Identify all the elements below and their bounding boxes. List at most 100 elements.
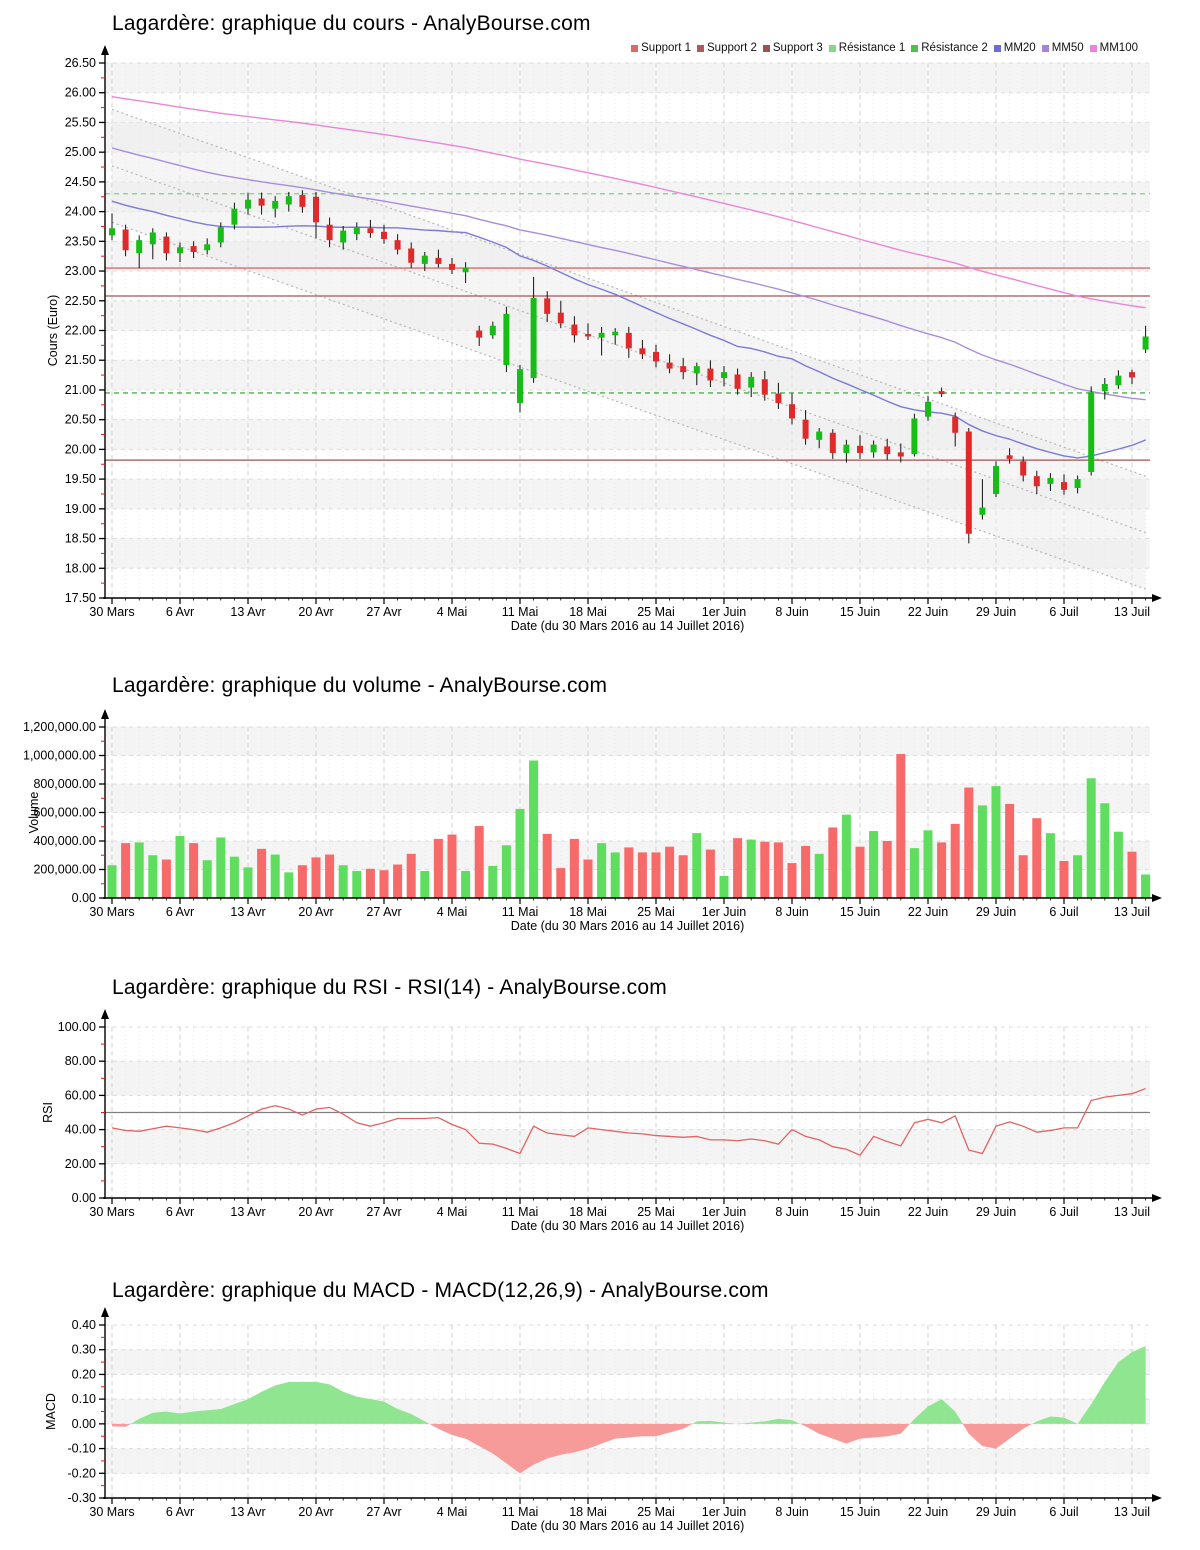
x-tick-label: 13 Juil: [1114, 905, 1150, 919]
x-tick-label: 6 Juil: [1049, 905, 1078, 919]
candle-down: [1020, 461, 1027, 476]
y-tick-label: 20.50: [65, 413, 96, 427]
volume-bar-down: [828, 827, 838, 898]
volume-bar-down: [678, 855, 688, 898]
mm100-line: [111, 95, 1146, 309]
volume-bar-down: [379, 870, 389, 898]
candle-up: [530, 297, 537, 379]
x-tick-label: 6 Avr: [166, 1205, 194, 1219]
volume-chart-canvas: 0.00 200,000.00 400,000.00 600,000.00 800,00…: [23, 709, 1162, 933]
candle-down: [829, 432, 836, 453]
candle-up: [843, 444, 850, 453]
price-chart-title: Lagardère: graphique du cours - AnalyBou…: [112, 12, 591, 35]
volume-bar-down: [637, 852, 647, 898]
candle-up: [489, 325, 496, 336]
x-tick-label: 18 Mai: [569, 1505, 607, 1519]
volume-bar-down: [855, 846, 865, 898]
candle-up: [272, 200, 279, 209]
candle-up: [421, 255, 428, 264]
volume-bar-up: [229, 856, 239, 898]
x-tick-label: 30 Mars: [89, 1205, 134, 1219]
y-tick-label: 60.00: [65, 1088, 96, 1102]
y-axis-title: Cours (Euro): [46, 295, 60, 367]
legend-swatch: [762, 44, 770, 52]
candle-down: [476, 330, 483, 338]
volume-bar-down: [760, 841, 770, 898]
candle-down: [680, 366, 687, 373]
y-tick-label: 0.10: [72, 1392, 96, 1406]
x-tick-label: 13 Avr: [230, 1505, 265, 1519]
candle-up: [462, 267, 469, 273]
mm20-line: [111, 200, 1146, 459]
y-axis-arrow: [101, 1307, 109, 1317]
x-tick-label: 8 Juin: [775, 605, 808, 619]
volume-bar-up: [420, 870, 430, 898]
volume-bar-down: [311, 857, 321, 898]
legend-swatch: [993, 44, 1001, 52]
x-tick-label: 4 Mai: [437, 1205, 468, 1219]
y-tick-label: 22.00: [65, 324, 96, 338]
volume-bar-up: [352, 870, 362, 898]
daily-gridlines: [111, 1027, 1147, 1198]
x-tick-label: 27 Avr: [366, 1205, 401, 1219]
volume-bar-down: [665, 846, 675, 898]
x-tick-label: 29 Juin: [976, 1505, 1016, 1519]
x-tick-label: 13 Juil: [1114, 1505, 1150, 1519]
rsi-chart-title: Lagardère: graphique du RSI - RSI(14) - …: [112, 976, 667, 999]
x-tick-label: 22 Juin: [908, 1505, 948, 1519]
x-tick-label: 13 Avr: [230, 905, 265, 919]
volume-bar-down: [733, 838, 743, 898]
x-tick-label: 25 Mai: [637, 905, 675, 919]
x-tick-label: 25 Mai: [637, 1505, 675, 1519]
x-tick-label: 25 Mai: [637, 605, 675, 619]
x-tick-label: 18 Mai: [569, 1205, 607, 1219]
volume-bar-down: [433, 838, 443, 898]
candle-up: [353, 227, 360, 235]
x-tick-label: 13 Avr: [230, 605, 265, 619]
macd-chart-canvas: -0.30 -0.20 -0.10 0.00 0.10 0.20 0.30 0.40 30 Ma…: [44, 1307, 1162, 1533]
y-axis-title: MACD: [44, 1393, 58, 1430]
volume-bar-down: [189, 843, 199, 898]
volume-bar-down: [882, 841, 892, 898]
volume-bar-up: [991, 786, 1001, 898]
axes: 0.00 20.00 40.00 60.00 80.00 100.00 30 Mars 6 A…: [41, 1009, 1162, 1233]
y-tick-label: 80.00: [65, 1054, 96, 1068]
x-tick-label: 15 Juin: [840, 605, 880, 619]
legend-label: Support 1: [641, 42, 692, 54]
x-axis-arrow: [1152, 894, 1162, 902]
moving-averages: [111, 95, 1146, 459]
candle-up: [245, 199, 251, 209]
candle-up: [285, 196, 292, 205]
x-tick-label: 6 Juil: [1049, 605, 1078, 619]
y-tick-label: 0.20: [72, 1367, 96, 1381]
y-tick-label: 19.00: [65, 502, 96, 516]
volume-bar-up: [719, 875, 729, 898]
volume-bar-up: [529, 760, 539, 898]
legend-swatch: [1089, 44, 1097, 52]
candle-down: [884, 446, 891, 455]
y-axis-title: Volume: [27, 792, 41, 834]
volume-bar-down: [896, 754, 906, 898]
volume-bar-down: [773, 842, 783, 898]
candle-down: [666, 362, 673, 369]
y-tick-label: 24.00: [65, 205, 96, 219]
legend-item-support-2: Support 2: [697, 42, 757, 54]
candle-up: [598, 332, 605, 338]
volume-bar-down: [1127, 851, 1137, 898]
candle-down: [952, 416, 959, 433]
volume-bar-up: [134, 842, 144, 898]
x-axis-title: Date (du 30 Mars 2016 au 14 Juillet 2016…: [511, 1519, 744, 1533]
legend-label: Support 2: [707, 42, 757, 54]
candle-down: [190, 246, 197, 253]
volume-bar-down: [393, 864, 403, 898]
volume-bar-up: [692, 833, 702, 898]
legend-swatch: [631, 44, 639, 52]
legend-swatch: [828, 44, 836, 52]
volume-bar-down: [121, 843, 131, 898]
volume-bar-up: [923, 830, 933, 898]
y-tick-label: 25.50: [65, 115, 96, 129]
x-tick-label: 13 Avr: [230, 1205, 265, 1219]
candle-down: [258, 198, 265, 206]
macd-chart-title: Lagardère: graphique du MACD - MACD(12,2…: [112, 1279, 769, 1302]
candle-up: [340, 230, 347, 243]
